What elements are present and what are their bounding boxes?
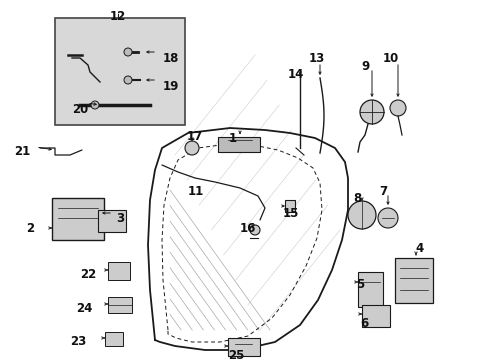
Bar xyxy=(285,200,294,212)
Bar xyxy=(108,262,130,280)
Bar xyxy=(394,258,432,303)
Text: 21: 21 xyxy=(14,145,30,158)
Text: 17: 17 xyxy=(186,130,203,143)
Circle shape xyxy=(249,225,260,235)
Bar xyxy=(98,210,126,232)
Circle shape xyxy=(124,76,132,84)
Bar xyxy=(361,305,389,327)
Text: 8: 8 xyxy=(352,192,360,205)
Circle shape xyxy=(389,100,405,116)
Text: 7: 7 xyxy=(378,185,386,198)
Text: 24: 24 xyxy=(76,302,92,315)
Bar xyxy=(55,18,184,125)
Text: 16: 16 xyxy=(239,222,256,235)
Bar xyxy=(218,137,260,152)
Text: 4: 4 xyxy=(415,242,423,255)
Circle shape xyxy=(359,100,383,124)
Circle shape xyxy=(347,201,375,229)
Text: 25: 25 xyxy=(227,349,244,360)
Text: 2: 2 xyxy=(26,222,34,235)
Text: 18: 18 xyxy=(163,52,179,65)
Bar xyxy=(52,198,104,240)
Text: 13: 13 xyxy=(308,52,325,65)
Text: 5: 5 xyxy=(355,278,364,291)
Circle shape xyxy=(377,208,397,228)
Circle shape xyxy=(184,141,199,155)
Text: 15: 15 xyxy=(283,207,299,220)
Circle shape xyxy=(124,48,132,56)
Bar xyxy=(108,297,132,313)
Bar xyxy=(357,272,382,307)
Text: 22: 22 xyxy=(80,268,96,281)
Text: 20: 20 xyxy=(72,103,88,116)
Text: 19: 19 xyxy=(163,80,179,93)
Text: 1: 1 xyxy=(228,132,237,145)
Text: 14: 14 xyxy=(287,68,304,81)
Text: 6: 6 xyxy=(359,317,367,330)
Bar xyxy=(105,332,123,346)
Bar xyxy=(227,338,260,356)
Text: 12: 12 xyxy=(110,10,126,23)
Text: 3: 3 xyxy=(116,212,124,225)
Text: 11: 11 xyxy=(187,185,203,198)
Text: 10: 10 xyxy=(382,52,398,65)
Circle shape xyxy=(91,101,99,109)
Text: 9: 9 xyxy=(361,60,369,73)
Text: 23: 23 xyxy=(70,335,86,348)
